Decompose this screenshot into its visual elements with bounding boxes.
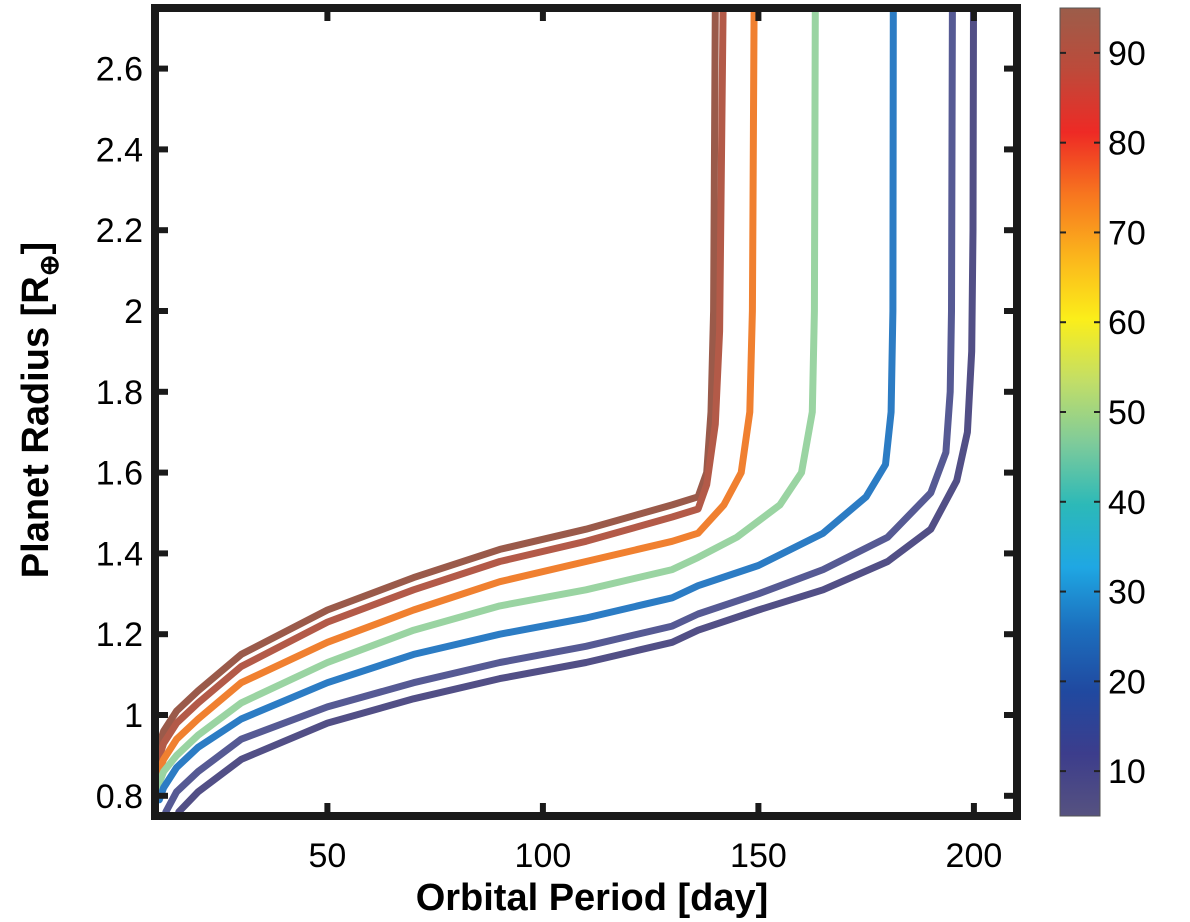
y-tick-label: 1.6 [96, 455, 143, 493]
series-line-1 [155, 8, 719, 759]
y-axis-title-subscript: ⊕ [34, 254, 64, 276]
y-tick-label: 2.4 [96, 131, 143, 169]
colorbar-tick-label: 50 [1108, 394, 1146, 432]
y-tick-label: 1.8 [96, 374, 143, 412]
y-tick-label: 2.2 [96, 212, 143, 250]
colorbar-tick-label: 10 [1108, 753, 1146, 791]
series-line-2 [155, 8, 727, 771]
y-tick-label: 2.6 [96, 51, 143, 89]
x-tick-label: 100 [515, 837, 572, 875]
y-axis-title-close: ] [15, 242, 57, 255]
colorbar-tick-label: 30 [1108, 574, 1146, 612]
y-axis-title-main: Planet Radius [R [15, 276, 57, 578]
y-tick-label: 1.4 [96, 535, 143, 573]
plot-background [155, 8, 1017, 816]
y-tick-label: 0.8 [96, 778, 143, 816]
x-tick-label: 150 [730, 837, 787, 875]
colorbar-tick-label: 60 [1108, 304, 1146, 342]
colorbar-tick-label: 40 [1108, 484, 1146, 522]
colorbar [1059, 7, 1101, 817]
x-tick-label: 50 [308, 837, 346, 875]
series-line-5 [155, 8, 897, 804]
plot-frame [151, 4, 1021, 820]
colorbar-tick-layer: 10 20 30 40 50 60 70 80 90 [1060, 35, 1146, 791]
series-layer [155, 8, 977, 816]
series-line-4 [155, 8, 819, 796]
tick-layer: 50 100 150 200 0.8 1 1.2 1.4 1.6 1.8 2 2.2 2.4 2.6 [96, 8, 1017, 875]
colorbar-tick-label: 20 [1108, 663, 1146, 701]
colorbar-tick-label: 80 [1108, 125, 1146, 163]
colorbar-tick-label: 70 [1108, 214, 1146, 252]
y-tick-label: 2 [124, 293, 143, 331]
x-axis-title: Orbital Period [day] [416, 877, 769, 919]
y-axis-title: Planet Radius [R⊕] [15, 242, 64, 578]
y-tick-label: 1 [124, 697, 143, 735]
series-line-6 [162, 8, 956, 816]
y-tick-label: 1.2 [96, 616, 143, 654]
x-tick-label: 200 [946, 837, 1003, 875]
series-line-3 [155, 8, 758, 784]
colorbar-tick-label: 90 [1108, 35, 1146, 73]
series-line-7 [175, 8, 977, 816]
